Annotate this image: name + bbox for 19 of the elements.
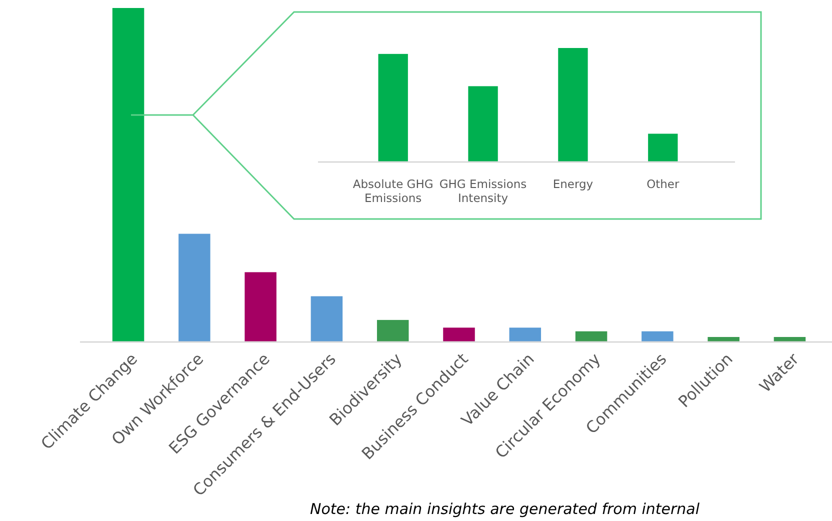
- bar: [468, 86, 498, 162]
- bar: [642, 331, 674, 342]
- bar: [310, 296, 343, 342]
- x-tick-label: Energy: [552, 177, 594, 191]
- bar: [575, 331, 608, 342]
- x-tick-label: Absolute GHG Emissions: [352, 177, 434, 205]
- bar: [708, 336, 740, 342]
- bar: [443, 328, 475, 342]
- bar: [648, 134, 678, 162]
- bar: [178, 234, 210, 342]
- x-tick-label: Other: [646, 177, 680, 191]
- x-tick-label: GHG Emissions Intensity: [439, 177, 527, 205]
- bar: [244, 272, 276, 342]
- bar: [112, 8, 144, 342]
- text: Note: the main insights are generated from internal: [310, 500, 700, 518]
- bar: [558, 48, 588, 162]
- bar: [376, 320, 409, 342]
- bar: [509, 328, 542, 342]
- bar: [378, 54, 408, 162]
